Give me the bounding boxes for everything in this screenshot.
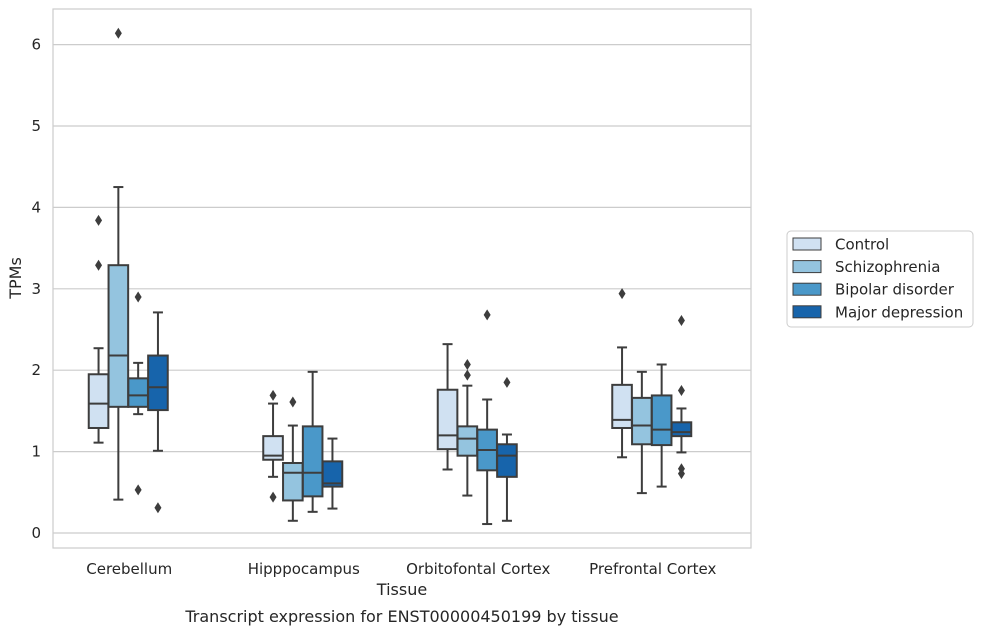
- outlier-point: [463, 369, 471, 381]
- outlier-point: [618, 288, 626, 300]
- iqr-box: [436, 388, 459, 451]
- box-plot: [631, 370, 653, 495]
- y-tick-label: 4: [31, 198, 41, 216]
- iqr-box: [456, 425, 479, 457]
- box-series-layer: [87, 27, 693, 526]
- legend-label: Major depression: [835, 303, 963, 321]
- box-plot: [670, 315, 693, 480]
- legend-item: Bipolar disorder: [792, 281, 955, 299]
- x-tick-label: Prefrontal Cortex: [589, 560, 716, 578]
- iqr-box: [87, 373, 110, 429]
- outlier-point: [677, 463, 685, 475]
- legend-label: Control: [835, 236, 889, 254]
- outlier-point: [134, 291, 142, 303]
- plot-frame: [52, 8, 752, 549]
- box-plot: [107, 27, 130, 501]
- iqr-box: [301, 425, 324, 498]
- x-tick-label: Cerebellum: [86, 560, 172, 578]
- y-tick-label: 3: [31, 280, 41, 298]
- legend-label: Schizophrenia: [835, 258, 940, 276]
- box-plot: [147, 311, 169, 514]
- grid-lines: [53, 43, 751, 534]
- legend-item: Control: [792, 236, 889, 254]
- iqr-box: [496, 443, 518, 478]
- box-plot: [611, 288, 633, 459]
- outlier-point: [154, 502, 162, 514]
- outlier-point: [269, 389, 277, 401]
- iqr-box: [282, 461, 304, 502]
- series-bipolar-disorder: [127, 291, 673, 526]
- box-plot: [436, 343, 459, 471]
- y-tick-label: 0: [31, 524, 41, 542]
- outlier-point: [95, 214, 103, 226]
- box-plot: [496, 376, 518, 522]
- box-plot: [127, 291, 149, 496]
- outlier-point: [677, 315, 685, 327]
- iqr-box: [147, 354, 169, 412]
- x-axis-label: Tissue: [376, 580, 427, 599]
- legend-label: Bipolar disorder: [835, 281, 955, 299]
- y-tick-label: 5: [31, 117, 41, 135]
- series-major-depression: [147, 311, 693, 522]
- iqr-box: [670, 421, 693, 438]
- iqr-box: [127, 377, 149, 408]
- y-axis-label: TPMs: [6, 257, 25, 300]
- series-control: [87, 214, 633, 503]
- outlier-point: [114, 27, 122, 39]
- box-plot: [87, 214, 110, 444]
- outlier-point: [269, 491, 277, 503]
- y-tick-label: 6: [31, 36, 41, 54]
- legend-frame: [786, 230, 974, 328]
- outlier-point: [289, 396, 297, 408]
- legend-swatch: [792, 282, 822, 296]
- x-tick-label: Hipppocampus: [248, 560, 360, 578]
- outlier-point: [503, 376, 511, 388]
- box-plot: [650, 363, 673, 488]
- y-tick-labels: 0 1 2 3 4 5 6: [31, 36, 41, 542]
- legend-swatch: [792, 237, 822, 251]
- box-plot: [476, 309, 498, 526]
- legend-item: Schizophrenia: [792, 258, 940, 276]
- legend-swatch: [792, 260, 822, 274]
- outlier-point: [95, 259, 103, 271]
- box-plot: [262, 389, 284, 503]
- outlier-point: [463, 359, 471, 371]
- legend-swatch: [792, 305, 822, 319]
- iqr-box: [321, 460, 344, 488]
- box-plot: [282, 396, 304, 522]
- box-plot: [456, 359, 479, 497]
- legend-item: Major depression: [792, 303, 963, 321]
- x-tick-labels: Cerebellum Hipppocampus Orbitofontal Corte…: [86, 560, 716, 578]
- legend: Control Schizophrenia Bipolar disorder Majo…: [786, 230, 974, 328]
- series-schizophrenia: [107, 27, 653, 522]
- box-plot: [301, 370, 324, 513]
- iqr-box: [650, 394, 673, 447]
- y-tick-label: 1: [31, 443, 41, 461]
- iqr-box: [611, 383, 633, 429]
- iqr-box: [631, 396, 653, 446]
- outlier-point: [483, 309, 491, 321]
- chart-caption: Transcript expression for ENST0000045019…: [184, 607, 618, 626]
- iqr-box: [262, 435, 284, 461]
- y-tick-label: 2: [31, 361, 41, 379]
- box-plot: [321, 437, 344, 510]
- x-tick-label: Orbitofontal Cortex: [406, 560, 550, 578]
- outlier-point: [677, 385, 685, 397]
- iqr-box: [107, 264, 130, 408]
- outlier-point: [134, 484, 142, 496]
